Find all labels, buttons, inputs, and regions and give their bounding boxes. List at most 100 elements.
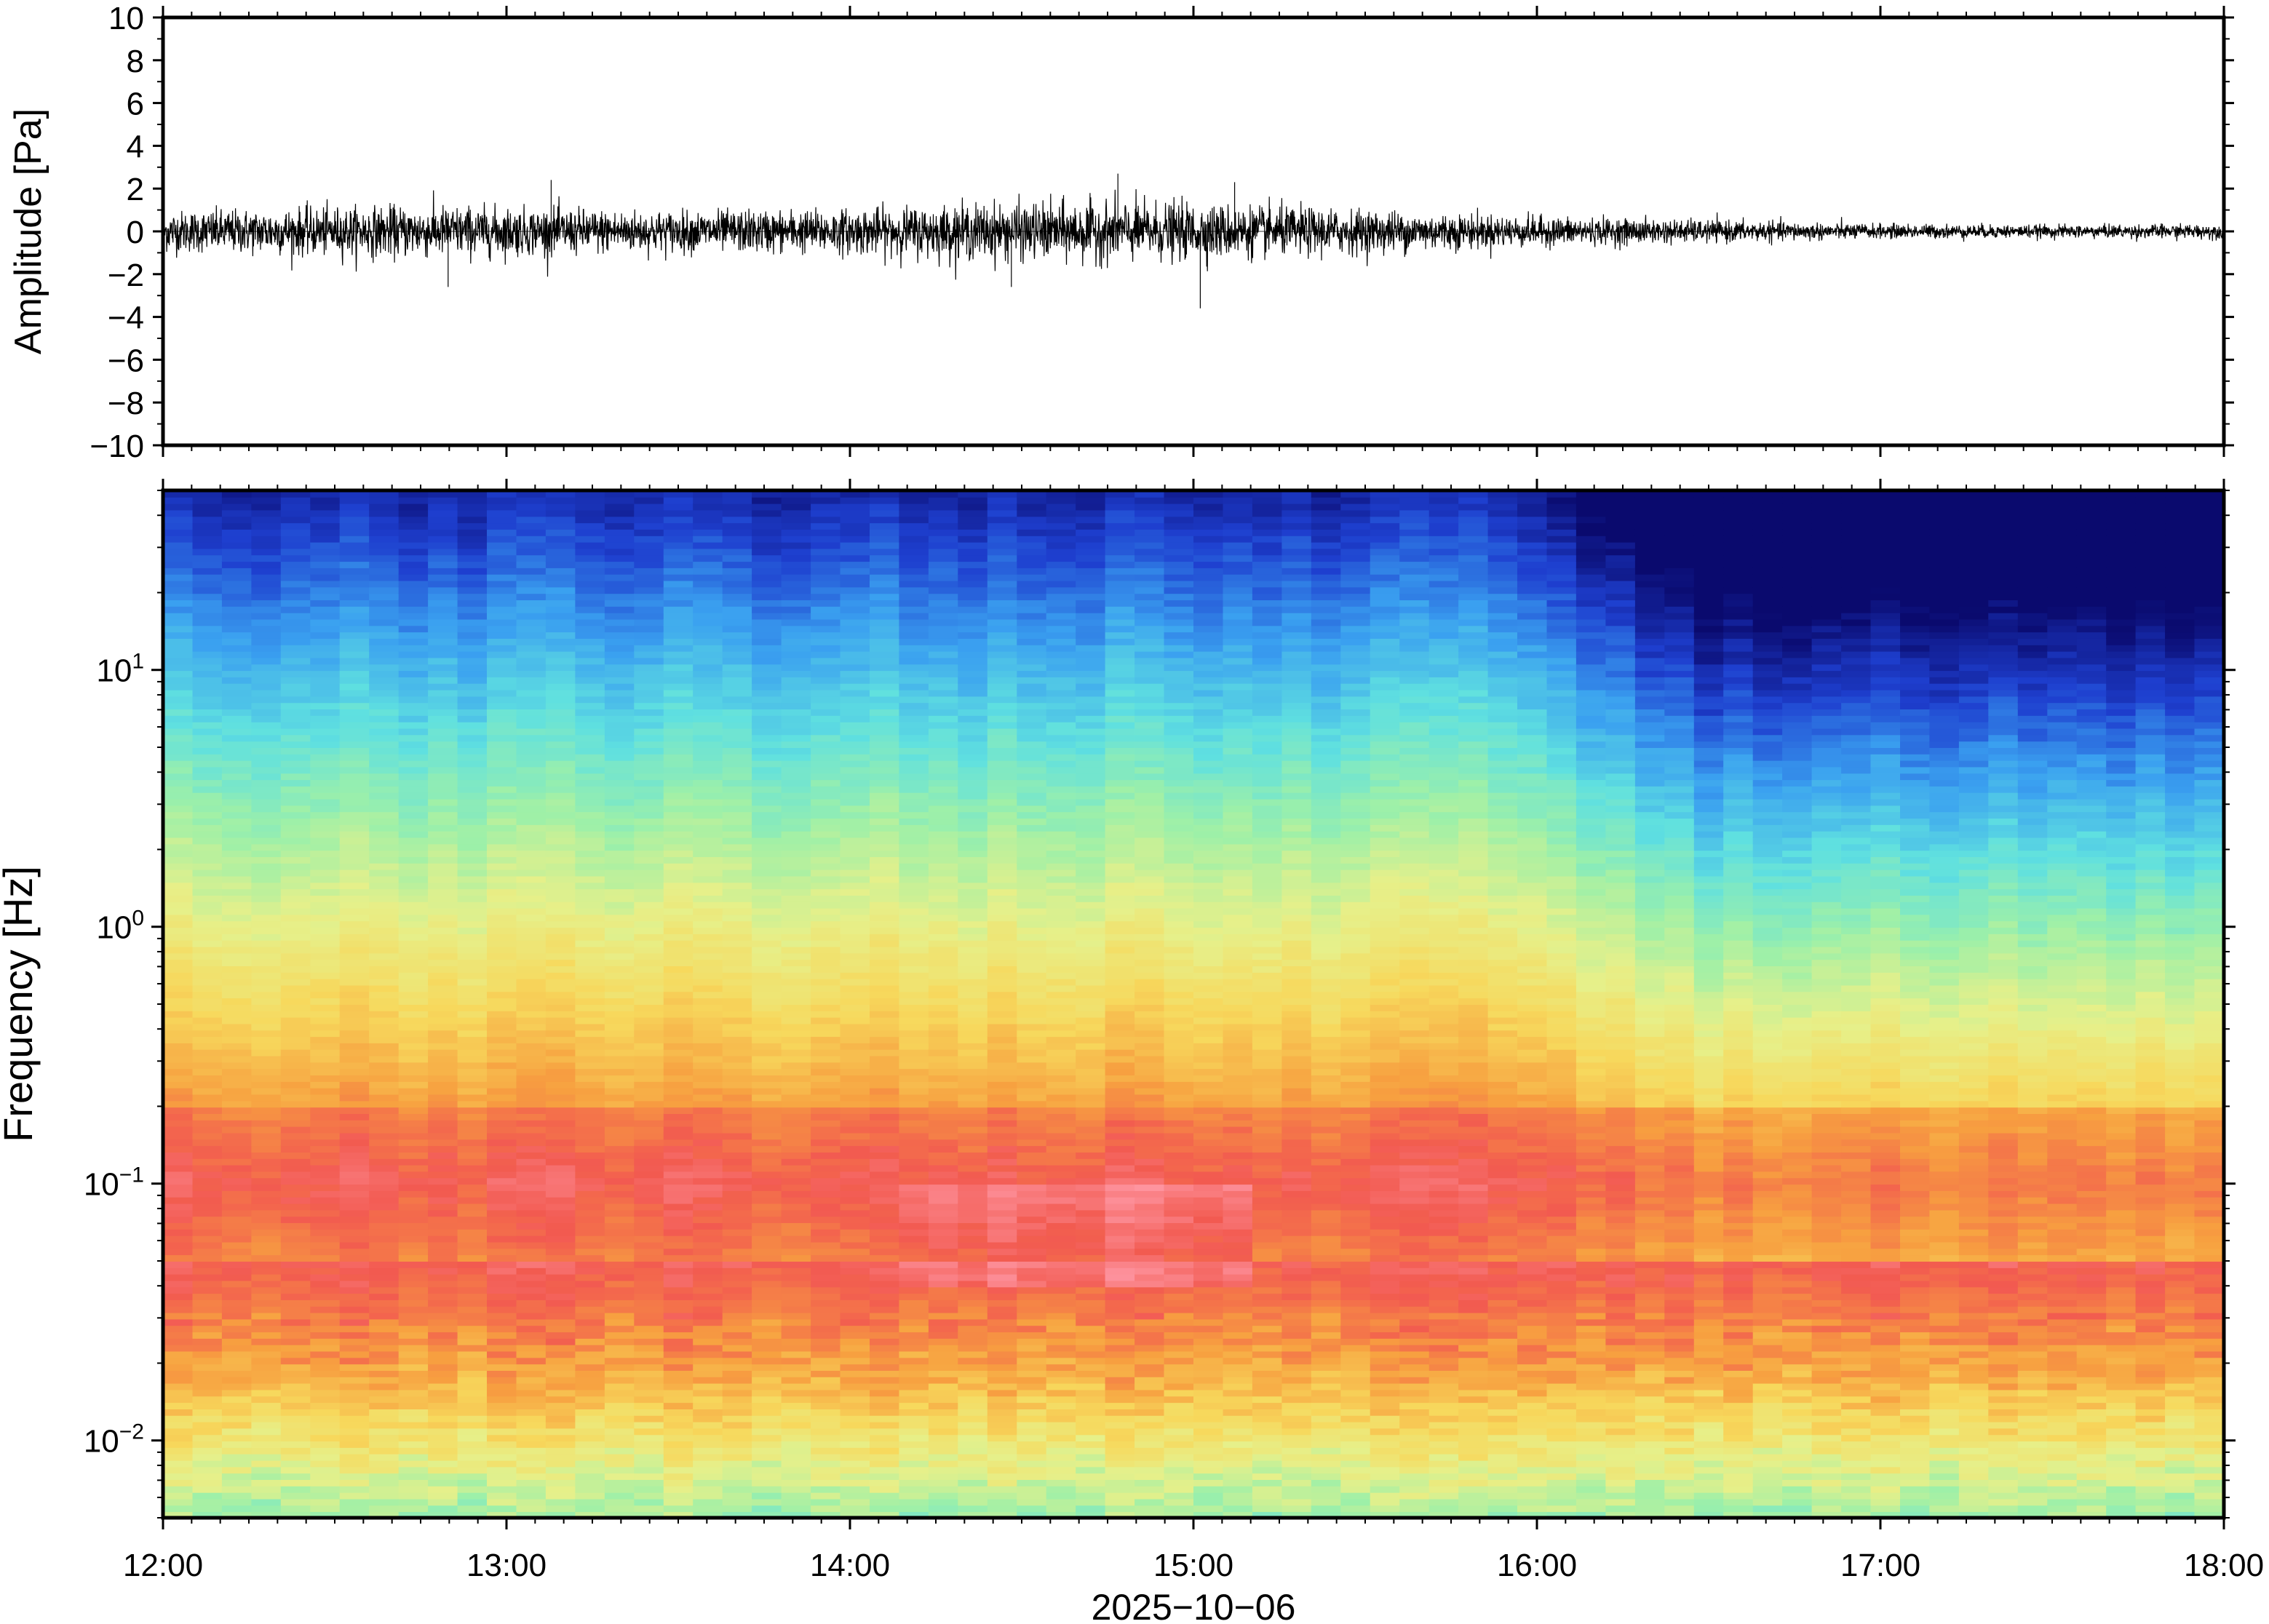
spectrogram-cell bbox=[251, 1190, 282, 1198]
spectrogram-cell bbox=[899, 1337, 929, 1345]
spectrogram-cell bbox=[928, 1261, 959, 1268]
spectrogram-cell bbox=[575, 612, 605, 620]
spectrogram-cell bbox=[339, 1203, 370, 1211]
spectrogram-cell bbox=[811, 1248, 841, 1256]
spectrogram-cell bbox=[251, 1446, 282, 1454]
spectrogram-cell bbox=[811, 1498, 841, 1506]
spectrogram-cell bbox=[221, 1261, 253, 1268]
spectrogram-cell bbox=[663, 1318, 694, 1326]
spectrogram-cell bbox=[369, 830, 400, 838]
spectrogram-cell bbox=[310, 1164, 341, 1172]
spectrogram-cell bbox=[163, 541, 194, 549]
spectrogram-cell bbox=[251, 1370, 282, 1377]
spectrogram-cell bbox=[280, 959, 311, 966]
spectrogram-cell bbox=[369, 689, 400, 697]
spectrogram-cell bbox=[987, 696, 1018, 704]
spectrogram-cell bbox=[928, 1119, 959, 1127]
spectrogram-cell bbox=[693, 875, 723, 883]
spectrogram-cell bbox=[280, 875, 311, 883]
spectrogram-cell bbox=[811, 586, 841, 594]
spectrogram-cell bbox=[487, 1344, 517, 1352]
spectrogram-cell bbox=[428, 1402, 458, 1409]
spectrogram-cell bbox=[840, 529, 870, 536]
spectrogram-cell bbox=[339, 1062, 370, 1070]
spectrogram-cell bbox=[693, 998, 723, 1005]
spectrogram-cell bbox=[752, 1042, 782, 1050]
amplitude-tick-label: 6 bbox=[127, 87, 144, 122]
spectrogram-cell bbox=[457, 1158, 488, 1166]
spectrogram-cell bbox=[899, 715, 929, 723]
spectrogram-cell bbox=[398, 779, 429, 787]
spectrogram-cell bbox=[634, 1036, 664, 1043]
spectrogram-cell bbox=[781, 1299, 812, 1307]
spectrogram-cell bbox=[487, 1004, 517, 1011]
spectrogram-cell bbox=[516, 586, 547, 594]
spectrogram-cell bbox=[811, 978, 841, 986]
spectrogram-cell bbox=[722, 991, 753, 999]
spectrogram-cell bbox=[840, 1222, 870, 1230]
spectrogram-cell bbox=[722, 593, 753, 600]
spectrogram-cell bbox=[693, 1030, 723, 1038]
spectrogram-cell bbox=[339, 1158, 370, 1166]
spectrogram-cell bbox=[752, 644, 782, 652]
spectrogram-cell bbox=[663, 1511, 694, 1518]
spectrogram-cell bbox=[604, 1280, 635, 1288]
spectrogram-cell bbox=[928, 927, 959, 934]
spectrogram-cell bbox=[781, 1016, 812, 1024]
spectrogram-cell bbox=[987, 1453, 1018, 1461]
spectrogram-cell bbox=[280, 1261, 311, 1268]
spectrogram-cell bbox=[339, 593, 370, 600]
spectrogram-cell bbox=[663, 554, 694, 562]
spectrogram-cell bbox=[958, 1139, 988, 1147]
spectrogram-cell bbox=[163, 593, 194, 600]
spectrogram-cell bbox=[163, 1389, 194, 1397]
spectrogram-cell bbox=[251, 1107, 282, 1114]
spectrogram-cell bbox=[987, 1312, 1018, 1320]
spectrogram-cell bbox=[221, 927, 253, 934]
spectrogram-cell bbox=[1017, 1396, 1047, 1404]
spectrogram-cell bbox=[1017, 1382, 1047, 1390]
spectrogram-cell bbox=[221, 1414, 253, 1422]
spectrogram-cell bbox=[516, 1048, 547, 1056]
spectrogram-cell bbox=[310, 785, 341, 793]
spectrogram-cell bbox=[251, 1080, 282, 1088]
spectrogram-cell bbox=[251, 1241, 282, 1249]
spectrogram-cell bbox=[604, 1286, 635, 1294]
spectrogram-cell bbox=[163, 1357, 194, 1365]
spectrogram-cell bbox=[516, 1428, 547, 1436]
spectrogram-cell bbox=[870, 1055, 900, 1063]
spectrogram-cell bbox=[663, 888, 694, 896]
spectrogram-cell bbox=[339, 1293, 370, 1300]
spectrogram-cell bbox=[428, 850, 458, 857]
spectrogram-cell bbox=[221, 998, 253, 1005]
spectrogram-cell bbox=[457, 1498, 488, 1506]
spectrogram-cell bbox=[457, 1184, 488, 1191]
spectrogram-cell bbox=[251, 1248, 282, 1256]
spectrogram-cell bbox=[1017, 1068, 1047, 1076]
spectrogram-cell bbox=[899, 1505, 929, 1513]
spectrogram-cell bbox=[192, 850, 223, 857]
spectrogram-cell bbox=[398, 1409, 429, 1416]
spectrogram-cell bbox=[634, 554, 664, 562]
spectrogram-cell bbox=[634, 785, 664, 793]
spectrogram-cell bbox=[487, 1126, 517, 1134]
spectrogram-cell bbox=[604, 798, 635, 806]
spectrogram-cell bbox=[221, 1100, 253, 1108]
spectrogram-cell bbox=[722, 824, 753, 832]
spectrogram-cell bbox=[987, 1267, 1018, 1275]
spectrogram-cell bbox=[575, 1332, 605, 1339]
spectrogram-cell bbox=[987, 907, 1018, 915]
spectrogram-cell bbox=[545, 1402, 576, 1409]
spectrogram-cell bbox=[457, 998, 488, 1005]
spectrogram-cell bbox=[840, 1016, 870, 1024]
spectrogram-cell bbox=[928, 1062, 959, 1070]
spectrogram-cell bbox=[634, 1075, 664, 1082]
spectrogram-cell bbox=[398, 509, 429, 517]
spectrogram-cell bbox=[928, 1280, 959, 1288]
spectrogram-cell bbox=[958, 605, 988, 613]
spectrogram-cell bbox=[516, 779, 547, 787]
spectrogram-cell bbox=[781, 664, 812, 672]
spectrogram-cell bbox=[781, 1382, 812, 1390]
spectrogram-cell bbox=[987, 1337, 1018, 1345]
spectrogram-cell bbox=[663, 696, 694, 704]
